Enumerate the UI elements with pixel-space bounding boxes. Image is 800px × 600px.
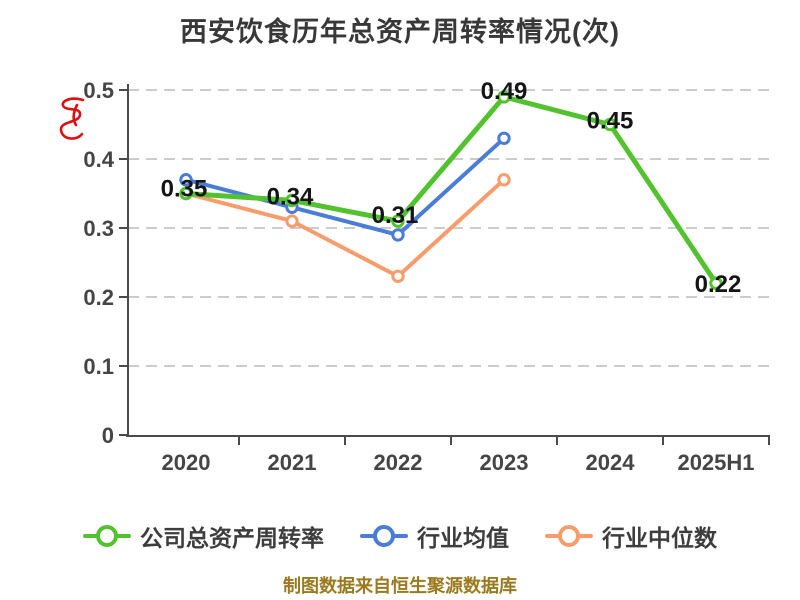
legend-item-industry-mean: 行业均值: [360, 519, 509, 553]
series-line-1: [184, 136, 506, 237]
x-tick-label: 2025H1: [677, 450, 754, 475]
data-point-marker: [391, 214, 405, 228]
industry-median-series-marker-icon: [545, 524, 593, 548]
company-series-marker-icon: [83, 524, 131, 548]
legend-label-company: 公司总资产周转率: [140, 525, 324, 551]
industry-mean-series-marker-icon: [360, 524, 408, 548]
watermark-red-glyph: [59, 97, 85, 140]
y-tick-label: 0.3: [83, 216, 114, 241]
y-tick-label: 0.5: [83, 78, 114, 103]
legend-item-company: 公司总资产周转率: [83, 519, 324, 553]
y-tick-label: 0.4: [83, 147, 114, 172]
data-point-marker: [497, 90, 511, 104]
x-tick-label: 2021: [268, 450, 317, 475]
data-point-marker: [179, 186, 193, 201]
data-point-marker: [285, 214, 299, 228]
data-point-marker: [709, 276, 723, 290]
data-point-marker: [497, 131, 511, 146]
y-tick-label: 0.1: [83, 354, 114, 379]
data-source-caption: 制图数据来自恒生聚源数据库: [283, 576, 517, 596]
data-point-value-label: 0.45: [587, 108, 634, 135]
y-tick-label: 0.2: [83, 285, 114, 310]
data-point-value-label: 0.34: [267, 183, 314, 210]
data-point-marker: [497, 173, 511, 187]
y-tick-label: 0: [102, 423, 114, 448]
data-point-value-label: 0.35: [161, 176, 208, 203]
data-point-value-label: 0.31: [372, 202, 419, 229]
series-line-0: [183, 94, 719, 286]
data-point-marker: [179, 173, 193, 187]
series-line-2: [184, 177, 506, 279]
x-tick-label: 2022: [374, 450, 423, 475]
legend-label-industry-median: 行业中位数: [602, 525, 717, 551]
data-point-value-label: 0.22: [695, 271, 742, 298]
legend-label-industry-mean: 行业均值: [417, 525, 509, 551]
x-tick-label: 2024: [586, 450, 636, 475]
legend-item-industry-median: 行业中位数: [545, 519, 717, 553]
chart-legend: 公司总资产周转率 行业均值 行业中位数: [0, 519, 800, 553]
data-point-marker: [285, 193, 299, 208]
x-tick-label: 2020: [162, 450, 211, 475]
data-point-value-label: 0.49: [481, 78, 528, 105]
data-point-marker: [603, 117, 617, 132]
data-point-marker: [391, 228, 405, 242]
x-tick-label: 2023: [480, 450, 529, 475]
data-point-marker: [391, 269, 405, 283]
chart-title: 西安饮食历年总资产周转率情况(次): [180, 17, 620, 47]
